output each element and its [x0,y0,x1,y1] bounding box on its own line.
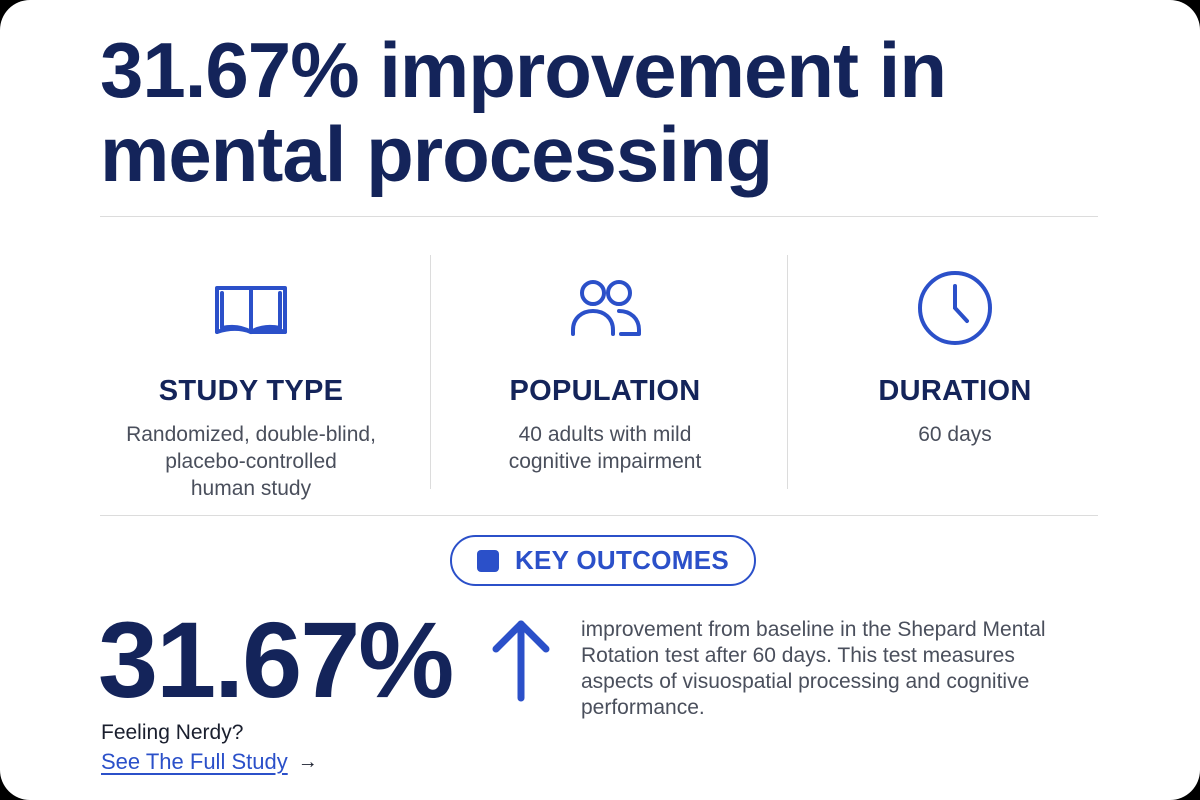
headline-line-2: mental processing [100,110,773,198]
feeling-nerdy-text: Feeling Nerdy? [101,721,244,744]
stat-description-line: human study [190,477,312,500]
see-full-study-label: See The Full Study [101,749,288,774]
column-divider [787,255,788,489]
see-full-study-link[interactable]: See The Full Study → [101,748,318,776]
column-divider [430,255,431,489]
outcome-description-line: improvement from baseline in the Shepard… [581,618,1046,641]
stat-description-line: cognitive impairment [508,450,702,473]
stat-title: POPULATION [509,375,701,407]
stat-description-line: 60 days [918,423,992,446]
key-outcomes-badge: KEY OUTCOMES [450,535,756,586]
outcome-description: improvement from baseline in the Shepard… [581,617,1111,721]
stat-population: POPULATION 40 adults with mild cognitive… [440,255,770,475]
outcome-description-line: aspects of visuospatial processing and c… [581,670,1030,693]
middle-divider [100,515,1098,516]
stat-description-line: 40 adults with mild [518,423,692,446]
open-book-icon [215,286,287,334]
stat-description-line: Randomized, double-blind, [126,423,376,446]
outcome-percentage: 31.67% [98,599,454,720]
stat-title: STUDY TYPE [158,375,344,407]
outcome-description-line: Rotation test after 60 days. This test m… [581,644,1015,667]
square-bullet-icon [476,549,499,572]
clock-icon [918,271,992,345]
stat-description-line: placebo-controlled [165,450,337,473]
arrow-up-icon [492,620,550,702]
stat-description: Randomized, double-blind, placebo-contro… [86,421,416,502]
stat-study-type: STUDY TYPE Randomized, double-blind, pla… [86,255,416,502]
stat-description: 60 days [790,421,1120,448]
headline-line-1: 31.67% improvement in [100,26,947,114]
headline: 31.67% improvement in mental processing [100,28,1120,196]
stat-title: DURATION [878,375,1032,407]
people-icon [571,280,641,336]
arrow-right-icon: → [297,751,318,773]
stat-description: 40 adults with mild cognitive impairment [440,421,770,475]
key-outcomes-label: KEY OUTCOMES [514,545,730,575]
stat-duration: DURATION 60 days [790,255,1120,448]
outcome-description-line: performance. [581,696,705,719]
top-divider [100,216,1098,217]
